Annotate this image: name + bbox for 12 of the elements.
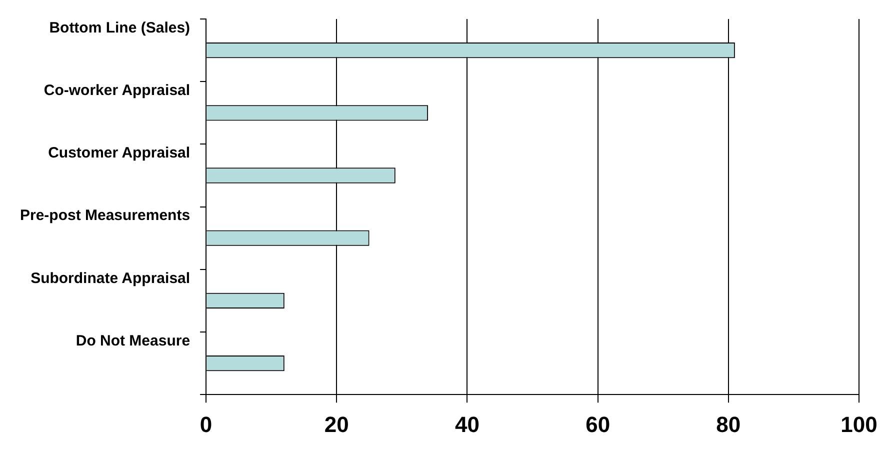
y-tick-label: Co-worker Appraisal [44, 82, 190, 100]
y-tick-label: Do Not Measure [76, 332, 190, 350]
x-tick-label: 20 [324, 412, 349, 437]
x-tick-label: 80 [716, 412, 741, 437]
x-tick-label: 40 [454, 412, 480, 437]
x-tick-label: 60 [586, 412, 610, 437]
y-tick-label: Customer Appraisal [48, 144, 190, 162]
y-tick-label: Pre-post Measurements [20, 207, 190, 224]
x-tick-label: 0 [200, 412, 212, 437]
y-tick-label: Subordinate Appraisal [30, 270, 190, 287]
y-tick-label: Bottom Line (Sales) [49, 19, 190, 36]
x-tick-label: 100 [840, 412, 878, 437]
